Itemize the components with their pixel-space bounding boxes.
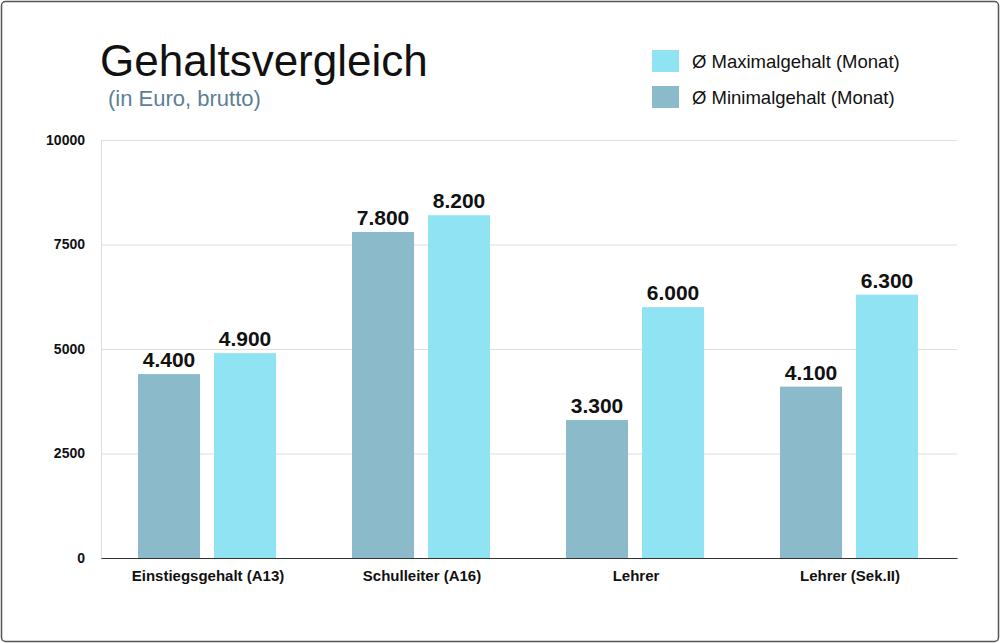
- y-tick-label: 2500: [54, 445, 85, 461]
- legend-item: Ø Minimalgehalt (Monat): [652, 86, 895, 108]
- legend-swatch: [652, 50, 679, 72]
- y-tick-label: 5000: [54, 341, 85, 357]
- bar: [780, 387, 842, 558]
- frame: [2, 2, 999, 642]
- x-axis: Einstiegsgehalt (A13) Schulleiter (A16) Le…: [102, 559, 958, 584]
- x-tick-label: Lehrer (Sek.II): [800, 567, 900, 584]
- legend-swatch: [652, 86, 679, 108]
- x-tick-label: Lehrer: [613, 567, 660, 584]
- x-tick: Schulleiter (A16): [363, 567, 481, 584]
- grid-line: [101, 245, 957, 246]
- legend-label: Ø Minimalgehalt (Monat): [692, 87, 895, 108]
- x-axis-line: [102, 558, 958, 559]
- x-tick: Einstiegsgehalt (A13): [132, 567, 285, 584]
- grid-line: [101, 140, 957, 141]
- legend: Ø Maximalgehalt (Monat) Ø Minimalgehalt (…: [652, 50, 900, 108]
- y-tick-label: 7500: [54, 236, 85, 252]
- chart: Gehaltsvergleich(in Euro, brutto) 0 2500 50…: [0, 0, 1000, 643]
- y-axis: 0 2500 5000 7500 10000: [46, 132, 957, 566]
- data-label: 7.800: [357, 206, 410, 229]
- legend-label: Ø Maximalgehalt (Monat): [692, 51, 900, 72]
- subtitle: (in Euro, brutto): [108, 86, 261, 111]
- x-tick: Lehrer: [613, 567, 660, 584]
- y-tick-label: 10000: [46, 132, 85, 148]
- bar: [642, 307, 704, 558]
- data-label: 8.200: [433, 189, 486, 212]
- data-label: 6.300: [861, 269, 914, 292]
- data-label: 4.900: [219, 327, 272, 350]
- bar: [214, 353, 276, 558]
- grid-line: [101, 558, 957, 559]
- data-label: 4.400: [143, 348, 196, 371]
- title: Gehaltsvergleich: [100, 36, 428, 85]
- bar: [138, 374, 200, 558]
- x-tick-label: Schulleiter (A16): [363, 567, 481, 584]
- bar: [566, 420, 628, 558]
- data-label: 3.300: [571, 394, 624, 417]
- bar: [352, 232, 414, 558]
- y-tick: 10000: [46, 132, 957, 148]
- data-label: 4.100: [785, 361, 838, 384]
- x-tick: Lehrer (Sek.II): [800, 567, 900, 584]
- y-tick: 7500: [54, 236, 957, 252]
- data-labels: 4.400 7.800 3.300 4.100 4.900 8.200 6.000 6.300: [143, 189, 914, 417]
- bars: [138, 215, 918, 558]
- legend-item: Ø Maximalgehalt (Monat): [652, 50, 900, 72]
- x-tick-label: Einstiegsgehalt (A13): [132, 567, 285, 584]
- bar: [856, 295, 918, 558]
- data-label: 6.000: [647, 281, 700, 304]
- bar: [428, 215, 490, 558]
- y-tick-label: 0: [77, 550, 85, 566]
